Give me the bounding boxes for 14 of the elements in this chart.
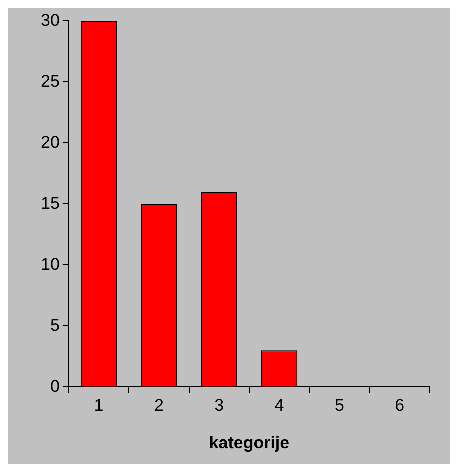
- y-tick-label: 10: [40, 254, 60, 274]
- y-tick-label: 15: [40, 194, 60, 213]
- x-axis-title: kategorije: [209, 433, 290, 452]
- x-tick-label: 1: [94, 396, 104, 416]
- y-tick-label: 30: [40, 10, 60, 30]
- x-tick-label: 3: [214, 396, 224, 416]
- x-tick-label: 2: [154, 396, 164, 416]
- y-tick-label: 5: [50, 316, 60, 335]
- y-tick-label: 25: [40, 72, 60, 91]
- x-tick-label: 6: [395, 396, 405, 416]
- y-tick-label: 20: [40, 132, 60, 152]
- x-tick-label: 4: [274, 396, 284, 416]
- x-tick-label: 5: [334, 396, 344, 416]
- y-tick-label: 0: [50, 376, 60, 396]
